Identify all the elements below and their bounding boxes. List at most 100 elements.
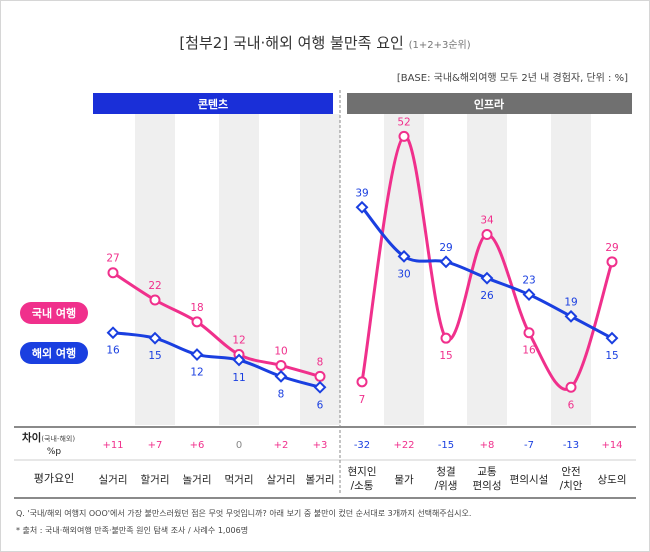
data-label-overseas: 15 <box>148 350 161 362</box>
category-label-line: /위생 <box>435 479 458 492</box>
diff-value: +6 <box>190 440 205 451</box>
diff-value: -32 <box>354 440 370 451</box>
group-bar-infra <box>347 93 632 114</box>
diff-value: -7 <box>524 440 534 451</box>
data-label-overseas: 15 <box>605 350 618 362</box>
marker-domestic <box>149 294 161 306</box>
marker-domestic <box>398 130 410 142</box>
category-label-line: 교통 <box>477 466 497 478</box>
marker-overseas <box>148 331 162 345</box>
diff-header-main: 차이 <box>22 431 41 444</box>
category-label: 볼거리 <box>306 474 335 486</box>
category-label: 현지인/소통 <box>348 466 377 492</box>
diff-value: +22 <box>393 440 414 451</box>
data-label-overseas: 30 <box>397 268 410 280</box>
data-label-domestic: 18 <box>190 302 203 314</box>
data-label-overseas: 16 <box>106 345 120 357</box>
data-label-overseas: 29 <box>439 242 452 254</box>
marker-overseas <box>605 331 619 345</box>
category-label: 청결/위생 <box>435 466 458 492</box>
legend-domestic: 국내 여행 <box>20 302 88 324</box>
marker-overseas <box>313 380 327 394</box>
data-label-overseas: 26 <box>480 290 494 302</box>
diff-value: +2 <box>274 440 289 451</box>
data-label-overseas: 39 <box>355 187 368 199</box>
column-shading <box>135 114 591 425</box>
category-label-line: 물가 <box>394 474 414 486</box>
marker-domestic <box>275 359 287 371</box>
legend-overseas-badge <box>20 342 88 364</box>
data-label-overseas: 12 <box>190 367 203 379</box>
marker-overseas <box>232 353 246 367</box>
data-labels: 27 16 22 15 18 12 12 11 10 8 8 6 7 39 52 30 15 29 34 26 16 23… <box>106 116 618 411</box>
marker-domestic <box>481 229 493 241</box>
marker-domestic <box>565 381 577 393</box>
data-label-domestic: 52 <box>397 116 410 128</box>
legend-overseas: 해외 여행 <box>20 342 88 364</box>
data-label-domestic: 12 <box>232 335 245 347</box>
diff-value: 0 <box>236 440 242 451</box>
diff-value: +11 <box>102 440 123 451</box>
series-markers <box>106 130 619 394</box>
category-label-line: 할거리 <box>141 474 170 486</box>
legend-domestic-label: 국내 여행 <box>32 306 76 320</box>
data-label-overseas: 23 <box>522 275 535 287</box>
category-label: 할거리 <box>141 474 170 486</box>
category-label: 먹거리 <box>225 474 254 486</box>
marker-overseas <box>564 309 578 323</box>
marker-domestic <box>356 376 368 388</box>
category-label-line: 실거리 <box>99 474 128 486</box>
category-label-line: 볼거리 <box>306 474 335 486</box>
diff-value: +3 <box>313 440 328 451</box>
chart-title-main: [첨부2] 국내·해외 여행 불만족 요인 <box>179 34 404 52</box>
category-label: 물가 <box>394 474 414 486</box>
marker-domestic <box>523 327 535 339</box>
marker-overseas <box>274 369 288 383</box>
diff-row: +11 +7 +6 0 +2 +3 -32 +22 -15 +8 -7 -13 +14 <box>102 440 622 451</box>
marker-domestic <box>107 267 119 279</box>
category-label-line: 현지인 <box>348 466 377 478</box>
chart-title-sub: (1+2+3순위) <box>409 38 471 51</box>
category-label-line: 편의성 <box>473 479 502 492</box>
marker-overseas <box>439 255 453 269</box>
category-label: 안전/치안 <box>560 466 583 492</box>
row-header: 평가요인 <box>34 472 74 485</box>
marker-overseas <box>355 200 369 214</box>
chart-title: [첨부2] 국내·해외 여행 불만족 요인 (1+2+3순위) <box>179 34 470 52</box>
data-label-overseas: 19 <box>564 296 577 308</box>
data-label-overseas: 8 <box>278 388 285 400</box>
diff-value: -15 <box>438 440 454 451</box>
column-shade <box>135 114 175 425</box>
diff-header-paren: (국내-해외) <box>41 434 75 443</box>
category-label: 놀거리 <box>183 474 212 486</box>
marker-overseas <box>480 271 494 285</box>
legend-domestic-badge <box>20 302 88 324</box>
data-label-domestic: 8 <box>317 356 324 368</box>
category-label-line: 편의시설 <box>510 473 549 486</box>
table-grid <box>14 426 636 499</box>
category-label: 편의시설 <box>510 473 549 486</box>
marker-domestic <box>440 332 452 344</box>
category-label-line: 안전 <box>561 466 580 478</box>
category-label: 실거리 <box>99 474 128 486</box>
marker-overseas <box>190 348 204 361</box>
diff-header: 차이(국내-해외) <box>22 431 75 444</box>
column-shade <box>219 114 259 425</box>
column-shade <box>384 114 424 425</box>
marker-overseas <box>522 288 536 301</box>
data-label-domestic: 22 <box>148 280 161 292</box>
diff-header-unit: %p <box>47 447 62 457</box>
data-label-domestic: 34 <box>480 215 494 227</box>
data-label-domestic: 16 <box>522 345 536 357</box>
category-row: 실거리 할거리 놀거리 먹거리 살거리 볼거리 현지인/소통 물가 청결/위생 교통 편의성 편의시설… <box>99 466 627 492</box>
category-label-line: 상도의 <box>598 474 627 486</box>
category-label-line: 먹거리 <box>225 474 254 486</box>
diff-value: +8 <box>480 440 495 451</box>
diff-value: +14 <box>601 440 622 451</box>
column-shade <box>551 114 591 425</box>
legend-overseas-label: 해외 여행 <box>32 346 76 360</box>
category-label-line: /치안 <box>560 480 583 492</box>
category-label: 살거리 <box>267 474 296 486</box>
